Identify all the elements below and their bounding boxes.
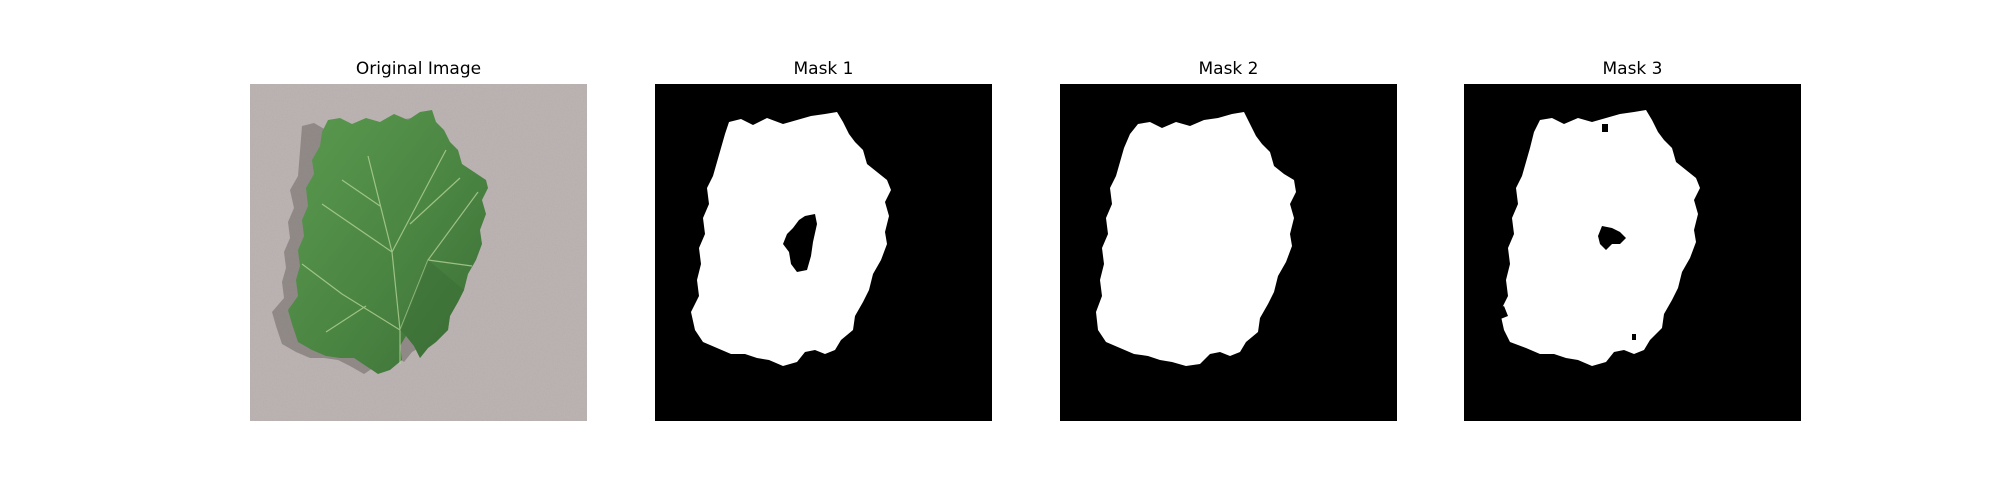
mask-hole-speck — [849, 346, 857, 360]
mask-edge-notch — [1494, 306, 1508, 320]
mask-hole-speck — [1632, 334, 1636, 340]
mask-1-image — [655, 84, 992, 421]
original-photo — [250, 84, 587, 421]
mask-region — [1096, 112, 1296, 366]
panel-title: Original Image — [355, 59, 482, 79]
mask-edge-notch — [1684, 158, 1694, 170]
panel-mask-1: Mask 1 — [655, 56, 992, 421]
mask-edge-notch — [1656, 378, 1666, 390]
panel-title: Mask 2 — [1198, 59, 1259, 79]
mask-2-image — [1060, 84, 1397, 421]
panel-mask-2: Mask 2 — [1060, 56, 1397, 421]
mask-3-image — [1464, 84, 1801, 421]
leaf-veins — [301, 149, 479, 364]
panel-title: Mask 3 — [1602, 59, 1663, 79]
mask-hole-speck — [1602, 124, 1608, 132]
panel-mask-3: Mask 3 — [1464, 56, 1801, 421]
leaf-fold — [400, 260, 464, 358]
mask-hole — [783, 214, 817, 272]
panel-original-image: Original Image — [250, 56, 587, 421]
mask-hole — [1598, 226, 1626, 250]
panel-title: Mask 1 — [793, 59, 854, 79]
